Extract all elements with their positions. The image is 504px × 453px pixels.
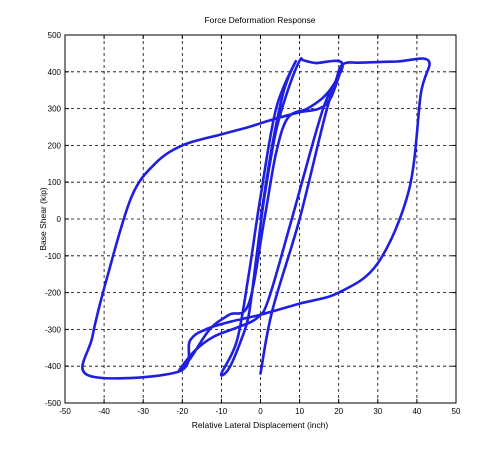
x-tick-label: 20 [334,407,343,416]
x-tick-label: -10 [216,407,228,416]
y-tick-label: 200 [48,141,62,150]
y-axis-label: Base Shear (kip) [38,187,48,250]
y-tick-label: -400 [45,362,62,371]
x-tick-label: 40 [412,407,421,416]
axis-ticks [64,34,457,404]
chart-title: Force Deformation Response [204,15,315,25]
x-tick-label: -30 [137,407,149,416]
y-tick-labels: -500 -400 -300 -200 -100 0 100 200 300 400 500 [45,31,62,408]
x-tick-labels: -50 -40 -30 -20 -10 0 10 20 30 40 50 [59,407,461,416]
x-tick-label: -50 [59,407,71,416]
y-tick-label: -200 [45,289,62,298]
x-tick-label: -20 [177,407,189,416]
y-tick-label: 400 [48,68,62,77]
y-tick-label: 100 [48,178,62,187]
grid-lines [65,35,456,403]
y-tick-label: 300 [48,105,62,114]
y-tick-label: 500 [48,31,62,40]
x-tick-label: 10 [295,407,304,416]
x-axis-label: Relative Lateral Displacement (inch) [192,420,329,430]
x-tick-label: 30 [373,407,382,416]
hysteresis-series-line [81,57,431,380]
x-tick-label: -40 [98,407,110,416]
x-tick-label: 0 [258,407,263,416]
y-tick-label: -100 [45,252,62,261]
y-tick-label: -500 [45,399,62,408]
y-tick-label: -300 [45,325,62,334]
x-tick-label: 50 [452,407,461,416]
y-tick-label: 0 [57,215,62,224]
series-group [81,57,431,380]
